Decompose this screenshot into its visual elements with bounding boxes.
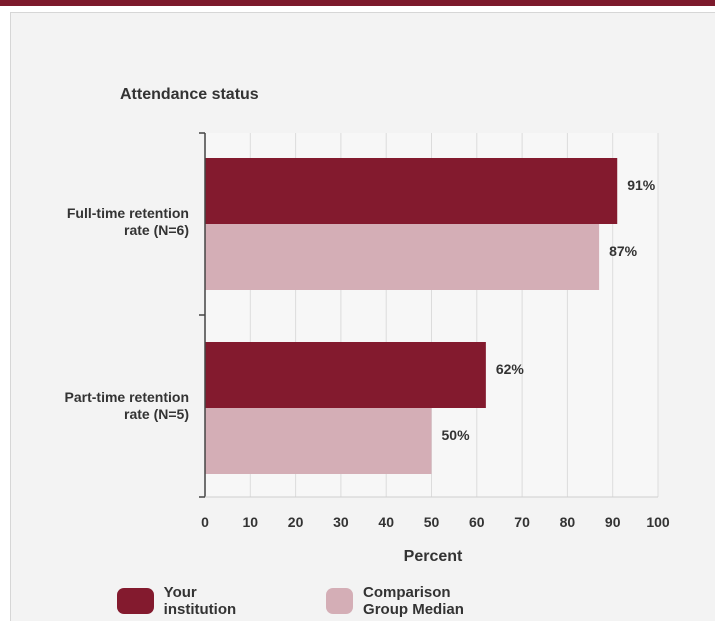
legend-swatch-your-institution bbox=[117, 588, 154, 614]
category-label-part-time-line-1: rate (N=5) bbox=[124, 406, 189, 422]
top-accent-bar bbox=[0, 0, 715, 6]
legend-label-your-institution: Your institution bbox=[163, 584, 237, 618]
x-tick-label-10: 10 bbox=[243, 514, 259, 530]
chart-title: Attendance status bbox=[120, 86, 259, 103]
data-label-part-time-your-institution: 62% bbox=[496, 361, 525, 377]
legend-item-comparison-group[interactable]: Comparison Group Median bbox=[326, 584, 472, 618]
x-tick-label-80: 80 bbox=[560, 514, 576, 530]
bar-part-time-comparison bbox=[205, 408, 432, 474]
category-label-full-time-line-1: rate (N=6) bbox=[124, 222, 189, 238]
category-label-full-time-line-0: Full-time retention bbox=[67, 205, 189, 221]
legend-label-comparison-group: Comparison Group Median bbox=[363, 584, 464, 618]
x-tick-label-30: 30 bbox=[333, 514, 349, 530]
retention-bar-chart: Attendance status Percent 91% 87% Full-tim… bbox=[65, 86, 670, 565]
x-tick-label-100: 100 bbox=[646, 514, 670, 530]
x-tick-label-90: 90 bbox=[605, 514, 621, 530]
x-tick-label-70: 70 bbox=[514, 514, 530, 530]
x-tick-label-40: 40 bbox=[378, 514, 394, 530]
x-tick-label-20: 20 bbox=[288, 514, 304, 530]
legend-item-your-institution[interactable]: Your institution bbox=[117, 584, 247, 618]
legend-swatch-comparison-group bbox=[326, 588, 354, 614]
x-axis-label: Percent bbox=[404, 548, 463, 565]
bar-full-time-comparison bbox=[205, 224, 600, 290]
x-tick-label-50: 50 bbox=[424, 514, 440, 530]
bar-full-time-your-institution bbox=[205, 158, 618, 224]
x-tick-label-0: 0 bbox=[201, 514, 209, 530]
x-tick-label-60: 60 bbox=[469, 514, 485, 530]
data-label-part-time-comparison: 50% bbox=[442, 427, 471, 443]
data-label-full-time-your-institution: 91% bbox=[627, 177, 656, 193]
bar-part-time-your-institution bbox=[205, 342, 486, 408]
data-label-full-time-comparison: 87% bbox=[609, 243, 638, 259]
category-label-part-time-line-0: Part-time retention bbox=[65, 389, 189, 405]
